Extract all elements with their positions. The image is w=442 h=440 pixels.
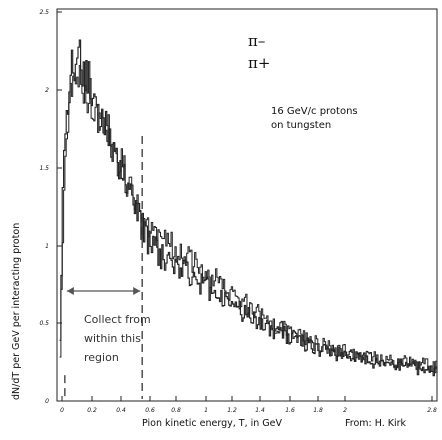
- y-tick-label: 1.5: [39, 165, 49, 172]
- series-line-2: [59, 65, 438, 374]
- y-tick-label: 0: [45, 398, 49, 405]
- x-tick-label: 0.6: [145, 407, 155, 414]
- annotation-line-1: 16 GeV/c protons: [271, 106, 358, 117]
- x-tick-label: 1.8: [313, 407, 323, 414]
- region-arrow-right-head: [133, 287, 141, 295]
- y-axis-ticks: 0 0.5 1 1.5 2 2.5: [39, 9, 62, 405]
- region-text-line-1: Collect from: [84, 313, 151, 326]
- x-tick-label: 1.2: [227, 407, 237, 414]
- region-text-line-2: within this: [84, 332, 141, 345]
- x-tick-label: 2.8: [427, 407, 437, 414]
- legend-label-pi-minus: π–: [248, 32, 265, 50]
- plot-frame: [56, 8, 438, 402]
- x-axis-label: Pion kinetic energy, T, in GeV: [142, 418, 282, 429]
- y-axis-label: dN/dT per GeV per interacting proton: [11, 223, 22, 400]
- y-tick-label: 0.5: [39, 320, 49, 327]
- y-tick-label: 1: [45, 243, 49, 250]
- x-tick-label: 2: [343, 407, 347, 414]
- x-tick-label: 1: [204, 407, 208, 414]
- y-tick-label: 2: [45, 87, 49, 94]
- x-tick-label: 0.4: [116, 407, 126, 414]
- collection-region: [64, 136, 143, 399]
- legend-label-pi-plus: π+: [248, 54, 270, 72]
- credit-text: From: H. Kirk: [345, 418, 407, 429]
- region-text-line-3: region: [84, 351, 119, 364]
- x-tick-label: 0: [60, 407, 64, 414]
- x-tick-label: 1.4: [255, 407, 265, 414]
- region-arrow-left-head: [66, 287, 74, 295]
- x-tick-label: 0.8: [171, 407, 181, 414]
- annotation-line-2: on tungsten: [271, 120, 331, 131]
- x-tick-label: 1.6: [285, 407, 295, 414]
- series-2: [59, 65, 438, 374]
- y-tick-label: 2.5: [39, 9, 49, 16]
- series-layer: [59, 39, 438, 377]
- x-axis-ticks: 0 0.2 0.4 0.6 0.8 1 1.2 1.4 1.6 1.8 2 2.8: [60, 396, 437, 414]
- x-tick-label: 0.2: [87, 407, 97, 414]
